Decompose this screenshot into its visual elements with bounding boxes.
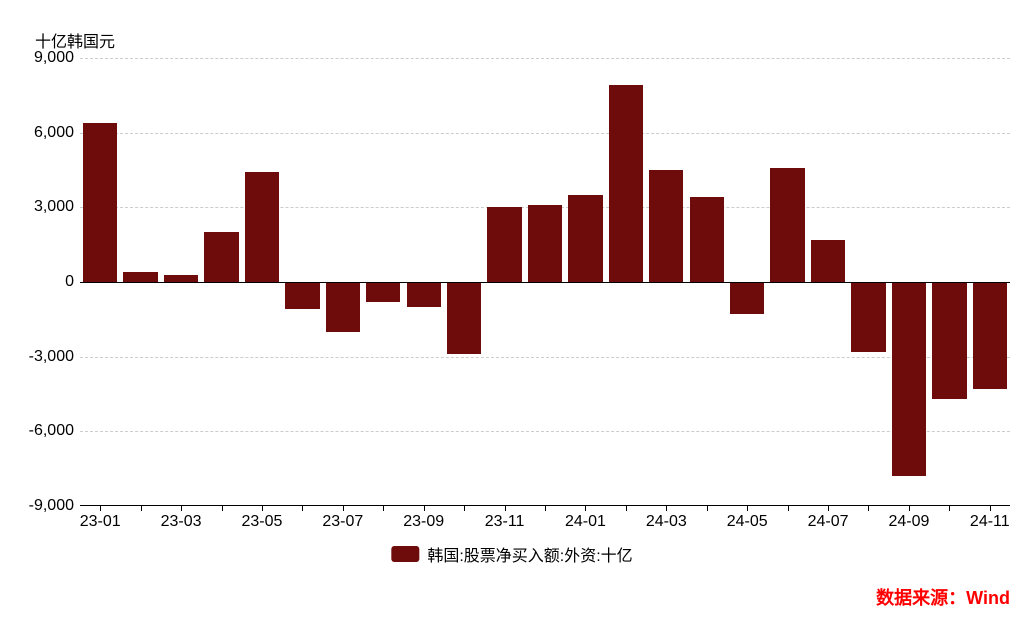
x-tick bbox=[626, 505, 627, 511]
legend: 韩国:股票净买入额:外资:十亿 bbox=[391, 542, 632, 566]
bar bbox=[770, 168, 804, 282]
x-tick bbox=[141, 505, 142, 511]
bar bbox=[528, 205, 562, 282]
bar bbox=[164, 275, 198, 282]
zero-line bbox=[80, 282, 1010, 283]
y-tick-label: 6,000 bbox=[34, 124, 80, 142]
bar bbox=[285, 282, 319, 309]
grid-line bbox=[80, 133, 1010, 134]
x-tick bbox=[383, 505, 384, 511]
plot-area: -9,000-6,000-3,00003,0006,0009,00023-012… bbox=[80, 58, 1010, 506]
x-tick-label: 23-03 bbox=[161, 505, 202, 531]
bar bbox=[204, 232, 238, 282]
x-tick-label: 23-11 bbox=[485, 505, 525, 531]
grid-line bbox=[80, 357, 1010, 358]
bar bbox=[123, 272, 157, 282]
bar bbox=[851, 282, 885, 352]
bar bbox=[973, 282, 1007, 389]
y-tick-label: -3,000 bbox=[29, 348, 80, 366]
x-tick-label: 24-05 bbox=[727, 505, 768, 531]
bar bbox=[932, 282, 966, 399]
legend-swatch bbox=[391, 546, 419, 562]
chart-container: 十亿韩国元 -9,000-6,000-3,00003,0006,0009,000… bbox=[0, 0, 1024, 618]
bar bbox=[245, 172, 279, 282]
bar bbox=[366, 282, 400, 302]
y-tick-label: 0 bbox=[65, 273, 80, 291]
x-tick-label: 24-09 bbox=[888, 505, 929, 531]
x-tick bbox=[868, 505, 869, 511]
grid-line bbox=[80, 431, 1010, 432]
bar bbox=[407, 282, 441, 307]
x-tick-label: 24-03 bbox=[646, 505, 687, 531]
x-tick bbox=[464, 505, 465, 511]
data-source: 数据来源：Wind bbox=[876, 584, 1010, 610]
x-tick-label: 24-01 bbox=[565, 505, 606, 531]
y-tick-label: 9,000 bbox=[34, 49, 80, 67]
bar bbox=[447, 282, 481, 354]
x-tick bbox=[545, 505, 546, 511]
bar bbox=[83, 123, 117, 282]
x-tick-label: 24-07 bbox=[808, 505, 849, 531]
bar bbox=[568, 195, 602, 282]
x-tick-label: 23-07 bbox=[322, 505, 363, 531]
bar bbox=[609, 85, 643, 282]
legend-label: 韩国:股票净买入额:外资:十亿 bbox=[427, 542, 632, 566]
bar bbox=[892, 282, 926, 476]
x-tick bbox=[302, 505, 303, 511]
bar bbox=[649, 170, 683, 282]
x-tick bbox=[222, 505, 223, 511]
bar bbox=[690, 197, 724, 282]
bar bbox=[487, 207, 521, 282]
bar bbox=[730, 282, 764, 314]
x-tick-label: 23-05 bbox=[241, 505, 282, 531]
x-tick bbox=[788, 505, 789, 511]
y-tick-label: 3,000 bbox=[34, 198, 80, 216]
x-tick bbox=[707, 505, 708, 511]
y-tick-label: -6,000 bbox=[29, 422, 80, 440]
x-tick-label: 23-01 bbox=[80, 505, 121, 531]
x-tick bbox=[949, 505, 950, 511]
bar bbox=[326, 282, 360, 332]
bar bbox=[811, 240, 845, 282]
x-tick-label: 23-09 bbox=[403, 505, 444, 531]
y-tick-label: -9,000 bbox=[29, 497, 80, 515]
x-tick-label: 24-11 bbox=[970, 505, 1010, 531]
grid-line bbox=[80, 58, 1010, 59]
